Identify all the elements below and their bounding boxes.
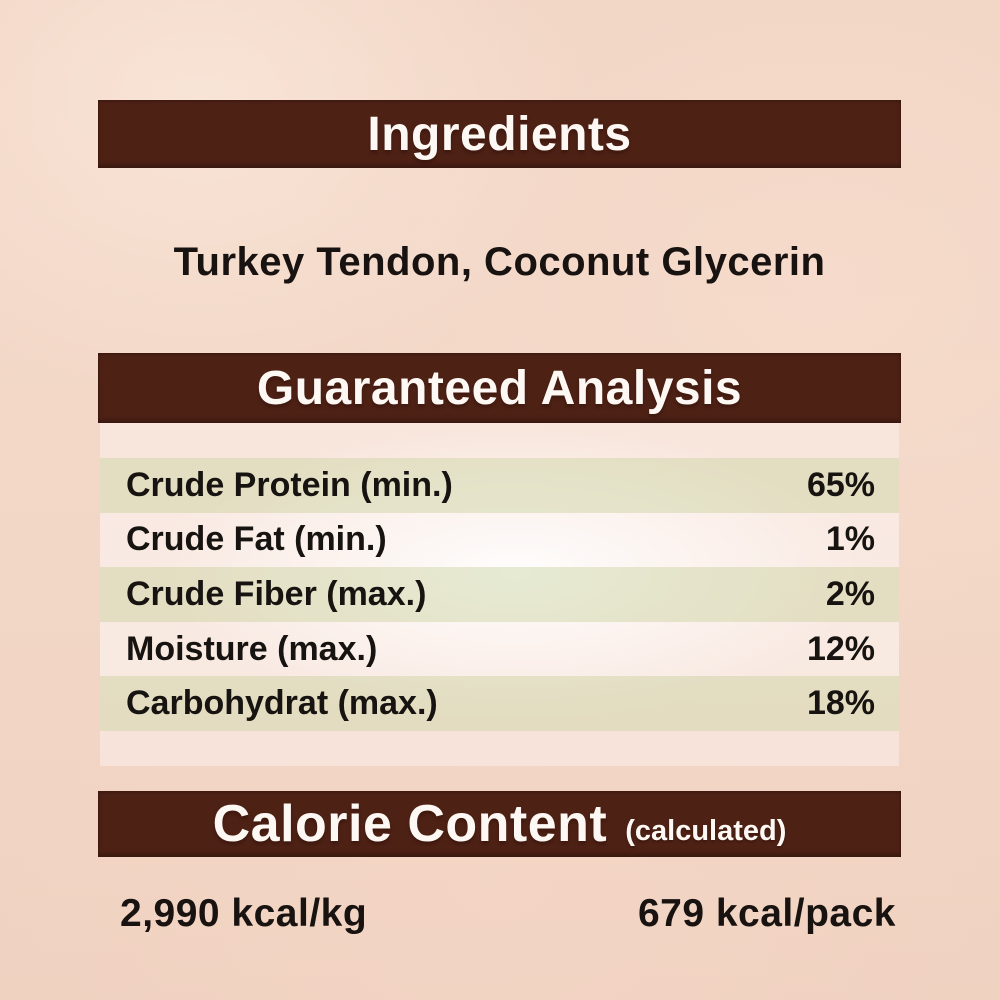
analysis-header-bar: Guaranteed Analysis [98,353,901,423]
ingredients-list: Turkey Tendon, Coconut Glycerin [173,240,826,284]
analysis-row-moisture: Moisture (max.) 12% [100,621,899,677]
kcal-per-pack-value: 679 kcal/pack [637,892,896,935]
nutrient-value: 2% [825,574,875,613]
calorie-header-bar: Calorie Content (calculated) [98,791,901,857]
analysis-row-crude-fat: Crude Fat (min.) 1% [100,512,899,568]
nutrient-value: 18% [806,684,875,723]
calorie-title: Calorie Content [212,795,608,853]
nutrient-value: 65% [806,465,875,504]
analysis-row-crude-fiber: Crude Fiber (max.) 2% [100,567,899,622]
nutrient-name: Crude Fiber (max.) [126,574,427,613]
analysis-table: Crude Protein (min.) 65% Crude Fat (min.… [100,423,899,766]
nutrient-value: 1% [825,520,875,559]
analysis-row-carbohydrat: Carbohydrat (max.) 18% [100,676,899,731]
ingredients-title: Ingredients [367,107,632,161]
nutrient-name: Carbohydrat (max.) [126,684,438,723]
analysis-row-crude-protein: Crude Protein (min.) 65% [100,458,899,513]
calorie-qualifier: (calculated) [625,814,787,847]
nutrient-name: Crude Protein (min.) [126,465,453,504]
nutrient-name: Moisture (max.) [126,629,378,668]
nutrient-name: Crude Fat (min.) [126,520,387,559]
kcal-per-kg-value: 2,990 kcal/kg [120,892,368,935]
ingredients-header-bar: Ingredients [98,100,901,168]
nutrient-value: 12% [806,629,875,668]
calorie-values-row: 2,990 kcal/kg 679 kcal/pack [120,892,896,936]
analysis-title: Guaranteed Analysis [256,361,743,415]
